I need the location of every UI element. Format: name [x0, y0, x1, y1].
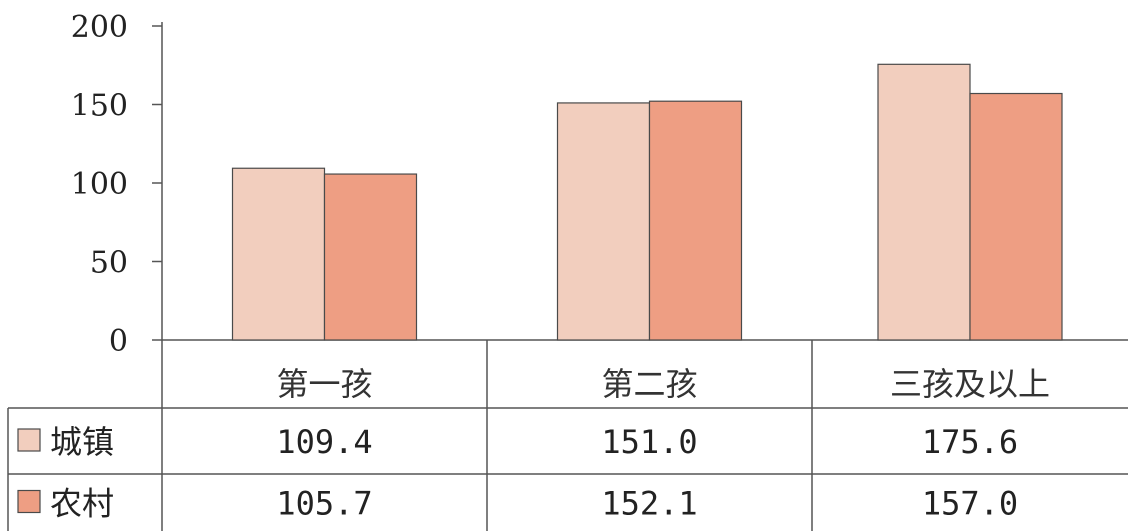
- x-category-label: 第二孩: [601, 365, 697, 403]
- y-tick-label: 50: [90, 246, 128, 281]
- bar: [648, 100, 743, 341]
- data-value-cell: 151.0: [601, 423, 697, 461]
- data-value-cell: 109.4: [276, 423, 372, 461]
- bar: [877, 63, 971, 341]
- legend-label: 城镇: [50, 423, 114, 461]
- data-value-cell: 105.7: [276, 485, 372, 523]
- y-tick-label: 200: [71, 10, 128, 45]
- bar: [556, 102, 651, 341]
- y-tick-label: 100: [71, 167, 128, 202]
- bar: [323, 173, 418, 341]
- legend-swatch: [17, 428, 41, 452]
- bar: [231, 167, 326, 341]
- data-value-cell: 157.0: [922, 485, 1018, 523]
- bar: [969, 92, 1063, 341]
- x-category-label: 第一孩: [276, 365, 372, 403]
- legend-swatch: [17, 489, 41, 514]
- y-tick-label: 150: [71, 89, 128, 124]
- legend-label: 农村: [50, 485, 114, 523]
- data-value-cell: 152.1: [601, 485, 697, 523]
- data-value-cell: 175.6: [922, 423, 1018, 461]
- y-tick-label: 0: [109, 324, 128, 359]
- bar-series: [231, 63, 1063, 341]
- x-category-label: 三孩及以上: [890, 365, 1050, 403]
